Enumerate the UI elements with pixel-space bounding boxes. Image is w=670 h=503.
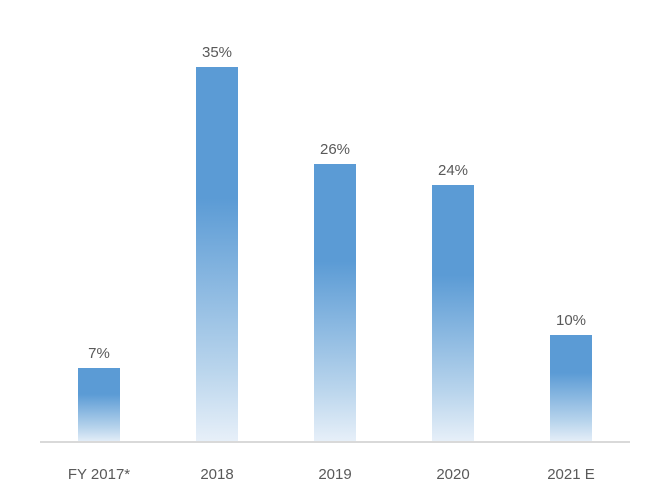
bar-slot: 10% [512,30,630,443]
bar [432,185,474,443]
bars-container: 7% 35% 26% 24% 10% [40,30,630,443]
x-axis-labels: FY 2017* 2018 2019 2020 2021 E [40,466,630,483]
bar-value-label: 24% [438,162,468,179]
bar-slot: 35% [158,30,276,443]
x-axis-label: FY 2017* [40,466,158,483]
plot-area: 7% 35% 26% 24% 10% [40,30,630,443]
x-axis-baseline [40,441,630,443]
x-axis-label: 2020 [394,466,512,483]
bar-slot: 26% [276,30,394,443]
bar [550,335,592,443]
bar-chart: 7% 35% 26% 24% 10% FY 2017* 20 [0,0,670,503]
bar [196,67,238,443]
bar-slot: 24% [394,30,512,443]
bar-value-label: 26% [320,141,350,158]
x-axis-label: 2019 [276,466,394,483]
bar-value-label: 7% [88,345,110,362]
bar-slot: 7% [40,30,158,443]
x-axis-label: 2018 [158,466,276,483]
bar-value-label: 10% [556,312,586,329]
x-axis-label: 2021 E [512,466,630,483]
bar [78,368,120,443]
bar-value-label: 35% [202,44,232,61]
bar [314,164,356,443]
